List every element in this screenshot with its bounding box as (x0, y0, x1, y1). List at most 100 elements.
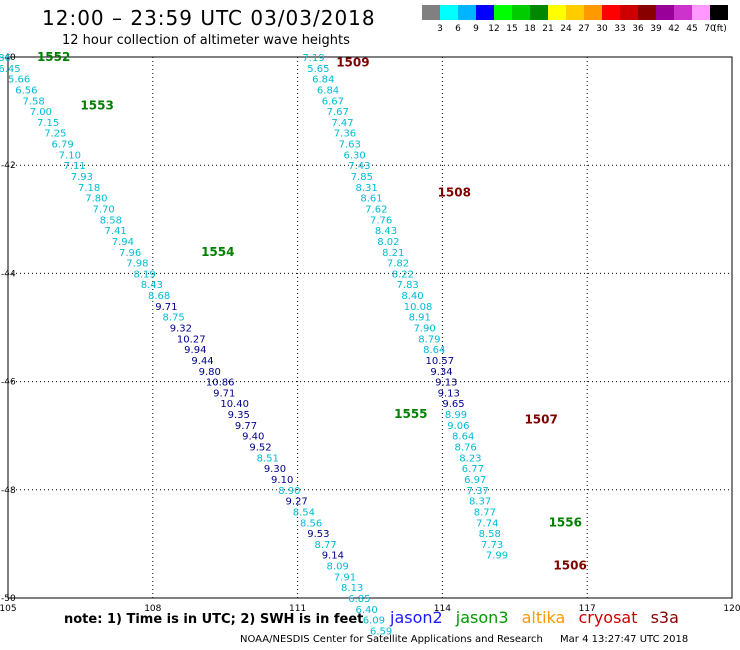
legend-s3a: s3a (650, 608, 679, 627)
wave-height-value: 6.09 (363, 616, 385, 627)
wave-height-value: 7.62 (365, 204, 387, 215)
wave-height-value: 7.67 (327, 107, 349, 118)
wave-height-value: 8.99 (445, 410, 467, 421)
lat-tick-label: -50 (1, 594, 16, 604)
wave-height-value: 8.75 (162, 313, 184, 324)
color-swatch (548, 5, 566, 20)
color-swatch (530, 5, 548, 20)
wave-height-value: 7.43 (348, 161, 370, 172)
lon-tick-label: 108 (144, 604, 161, 614)
wave-height-value: 5.86 (0, 53, 11, 64)
wave-height-value: 8.79 (418, 334, 440, 345)
color-scale-label: 30 (596, 24, 608, 34)
wave-height-value: 7.90 (413, 324, 435, 335)
wave-height-value: 6.56 (15, 85, 37, 96)
map-frame (7, 56, 733, 599)
wave-height-value: 6.84 (317, 85, 339, 96)
wave-height-value: 7.99 (486, 551, 508, 562)
color-scale-legend: 3 6 9 12 15 18 21 24 27 30 33 36 39 42 45 70(ft) (422, 5, 728, 34)
page-subtitle: 12 hour collection of altimeter wave hei… (62, 33, 350, 48)
wave-height-value: 9.40 (242, 432, 264, 443)
footer: NOAA/NESDIS Center for Satellite Applica… (240, 634, 702, 645)
wave-height-value: 7.94 (112, 237, 134, 248)
wave-height-value: 6.30 (343, 150, 365, 161)
wave-height-value: 9.34 (430, 367, 452, 378)
pass-number-label: 1553 (80, 99, 113, 113)
wave-height-value: 8.77 (474, 507, 496, 518)
wave-height-value: 8.43 (375, 226, 397, 237)
color-scale-label: 21 (542, 24, 553, 34)
units-note: note: 1) Time is in UTC; 2) SWH is in fe… (64, 612, 364, 627)
pass-number-label: 1552 (37, 50, 70, 64)
wave-height-value: 7.18 (78, 183, 100, 194)
wave-height-value: 9.32 (170, 324, 192, 335)
wave-height-value: 8.54 (293, 507, 315, 518)
wave-height-value: 8.13 (341, 583, 363, 594)
wave-height-value: 7.91 (334, 572, 356, 583)
wave-height-value: 8.76 (454, 443, 476, 454)
color-swatch (494, 5, 512, 20)
wave-height-value: 8.02 (377, 237, 399, 248)
wave-height-value: 5.65 (307, 64, 329, 75)
wave-height-value: 7.36 (334, 129, 356, 140)
wave-height-value: 7.63 (339, 140, 361, 151)
pass-number-label: 1556 (549, 515, 582, 529)
wave-height-value: 7.25 (44, 129, 66, 140)
wave-height-value: 8.61 (360, 194, 382, 205)
wave-height-value: 7.47 (331, 118, 353, 129)
pass-number-label: 1554 (201, 245, 234, 259)
lon-tick-label: 114 (434, 604, 451, 614)
wave-height-value: 9.27 (286, 497, 308, 508)
color-scale-label: 45 (686, 24, 697, 34)
wave-height-value: 7.76 (370, 215, 392, 226)
wave-height-value: 8.77 (314, 540, 336, 551)
wave-height-value: 7.80 (85, 194, 107, 205)
wave-height-value: 8.23 (459, 453, 481, 464)
wave-height-value: 10.27 (177, 334, 206, 345)
wave-height-value: 9.14 (322, 551, 344, 562)
legend-altika: altika (521, 608, 566, 627)
wave-height-value: 8.64 (452, 432, 474, 443)
wave-height-value: 7.74 (476, 518, 498, 529)
color-swatch (566, 5, 584, 20)
color-scale-label: 27 (578, 24, 589, 34)
wave-height-value: 7.37 (467, 486, 489, 497)
wave-height-value: 10.86 (206, 378, 235, 389)
lon-tick-label: 117 (579, 604, 596, 614)
wave-height-value: 7.98 (126, 259, 148, 270)
wave-height-value: 5.66 (8, 75, 30, 86)
wave-height-value: 8.37 (469, 497, 491, 508)
wave-height-value: 9.35 (228, 410, 250, 421)
wave-height-value: 7.19 (302, 53, 324, 64)
color-swatch (602, 5, 620, 20)
wave-height-value: 6.40 (356, 605, 378, 616)
wave-height-value: 8.90 (278, 486, 300, 497)
wave-height-value: 8.68 (148, 291, 170, 302)
color-scale-unit: (ft) (713, 24, 727, 34)
wave-height-value: 8.91 (409, 313, 431, 324)
wave-height-value: 9.71 (155, 302, 177, 313)
wave-height-value: 10.40 (220, 399, 249, 410)
lon-tick-label: 111 (289, 604, 306, 614)
wave-height-value: 8.31 (356, 183, 378, 194)
wave-height-value: 9.65 (442, 399, 464, 410)
wave-height-value: 10.08 (404, 302, 433, 313)
wave-height-value: 7.00 (30, 107, 52, 118)
wave-height-value: 9.10 (271, 475, 293, 486)
wave-height-value: 6.97 (464, 475, 486, 486)
lon-tick-label: 105 (0, 604, 17, 614)
wave-height-value: 8.58 (100, 215, 122, 226)
wave-height-value: 6.67 (322, 96, 344, 107)
wave-height-value: 9.13 (435, 378, 457, 389)
wave-height-value: 9.71 (213, 388, 235, 399)
color-scale-label: 12 (488, 24, 499, 34)
legend-jason2: jason2 (390, 608, 443, 627)
wave-height-value: 9.30 (264, 464, 286, 475)
color-scale-label: 33 (614, 24, 625, 34)
color-swatch (710, 5, 728, 20)
wave-height-value: 8.58 (479, 529, 501, 540)
wave-height-value: 7.83 (397, 280, 419, 291)
color-swatch (458, 5, 476, 20)
color-scale-label: 70 (704, 24, 716, 34)
